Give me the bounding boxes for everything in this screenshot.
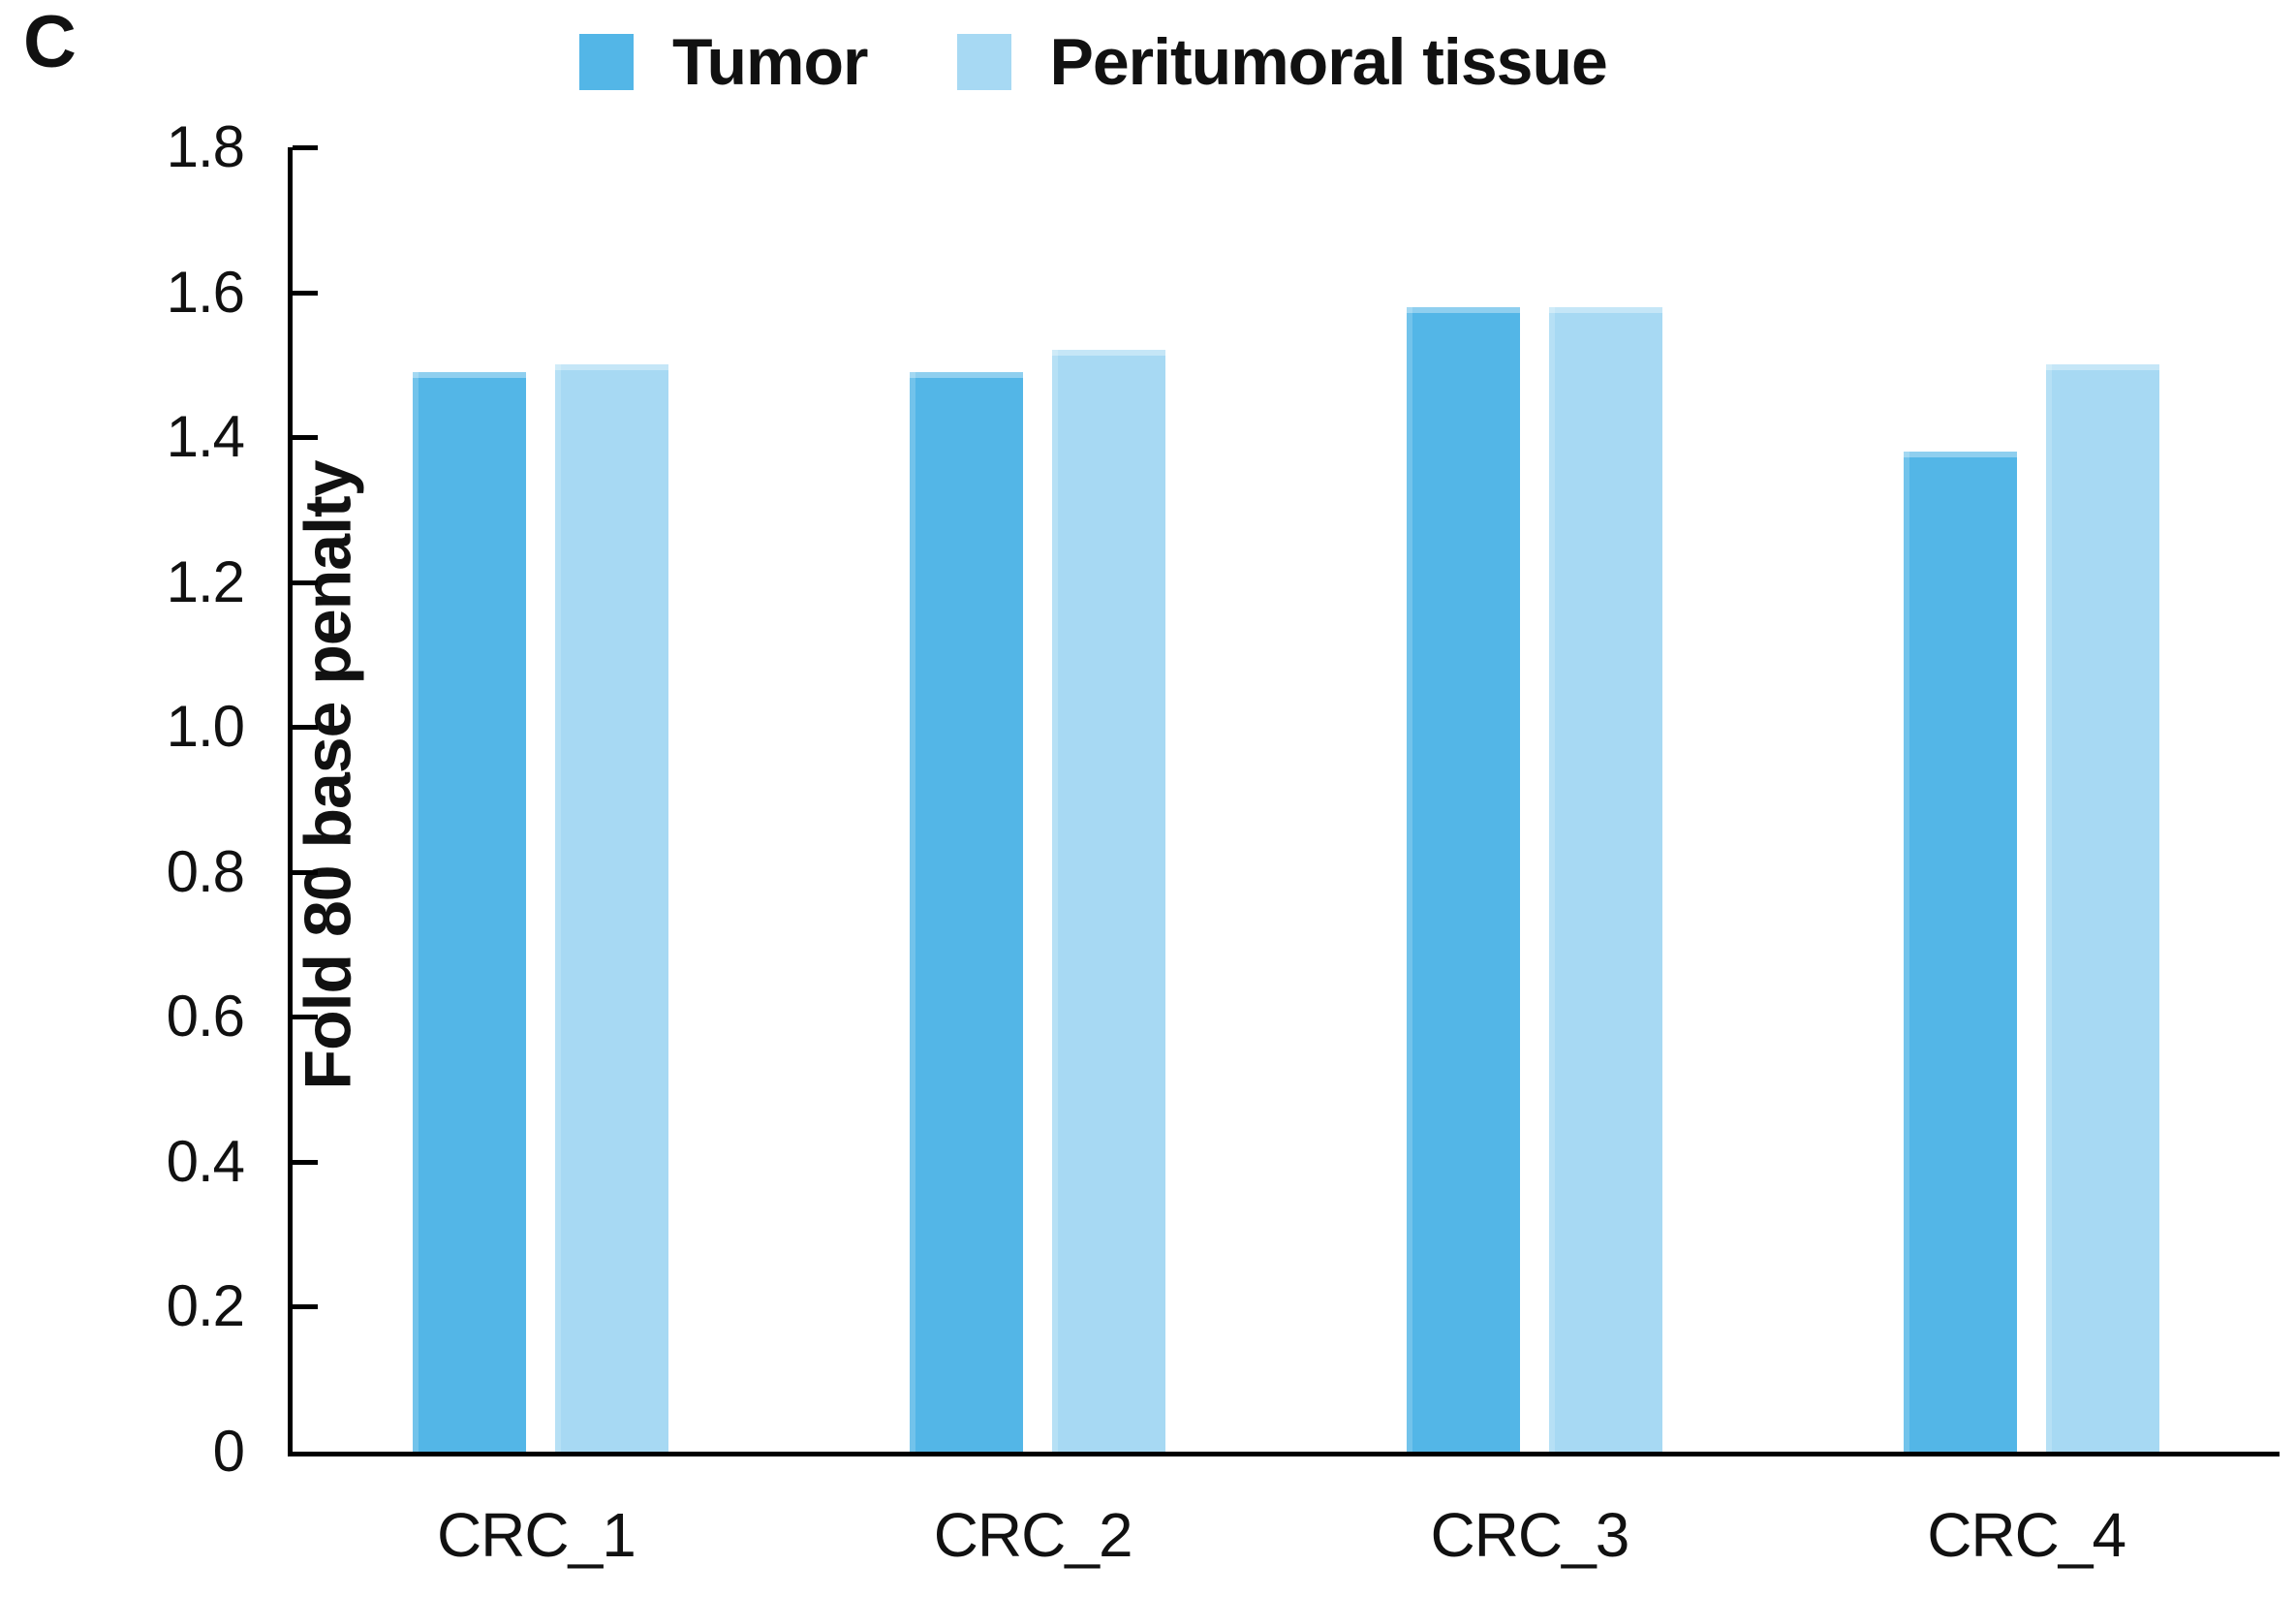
y-axis-tick-mark [293, 579, 318, 585]
legend-swatch-icon [956, 34, 1011, 90]
y-axis-tick-mark [293, 290, 318, 296]
y-axis-tick-mark [293, 435, 318, 441]
y-axis-tick-label: 0.4 [166, 1128, 245, 1194]
y-axis-tick-label: 0.6 [166, 984, 245, 1049]
y-axis-tick-label: 1.4 [166, 404, 245, 470]
bar-CRC_1-tumor [413, 371, 527, 1452]
x-axis-label-CRC_3: CRC_3 [1430, 1500, 1629, 1570]
bar-CRC_2-peritumoral [1052, 350, 1166, 1452]
y-axis-tick-label: 0.2 [166, 1273, 245, 1339]
y-axis-tick-mark [293, 145, 318, 150]
y-axis-tick-mark [293, 1159, 318, 1165]
bar-CRC_4-peritumoral [2045, 364, 2159, 1452]
bar-CRC_4-tumor [1903, 452, 2017, 1452]
plot-area [288, 145, 2280, 1456]
y-axis-tick-labels: 0 0.2 0.4 0.6 0.8 1.0 1.2 1.4 1.6 1.8 [0, 118, 245, 1481]
y-axis-tick-label: 0 [212, 1419, 245, 1484]
bar-CRC_1-peritumoral [555, 364, 669, 1452]
y-axis-tick-label: 1.8 [166, 114, 245, 179]
y-axis-tick-label: 1.6 [166, 259, 245, 325]
y-axis-tick-label: 1.0 [166, 694, 245, 760]
bar-CRC_2-tumor [910, 371, 1024, 1452]
bar-CRC_3-peritumoral [1548, 306, 1662, 1452]
legend: Tumor Peritumoral tissue [579, 25, 1608, 99]
legend-label: Peritumoral tissue [1049, 25, 1608, 99]
bar-CRC_3-tumor [1406, 306, 1520, 1452]
panel-label: C [23, 1, 77, 83]
legend-swatch-icon [579, 34, 634, 90]
x-axis-label-CRC_2: CRC_2 [933, 1500, 1133, 1570]
x-axis-label-CRC_1: CRC_1 [436, 1500, 636, 1570]
x-axis-label-CRC_4: CRC_4 [1927, 1500, 2126, 1570]
y-axis-tick-label: 0.8 [166, 838, 245, 904]
y-axis-tick-mark [293, 1015, 318, 1020]
y-axis-tick-mark [293, 1304, 318, 1310]
legend-item: Tumor [579, 29, 868, 95]
y-axis-tick-label: 1.2 [166, 548, 245, 614]
legend-label: Tumor [672, 25, 868, 99]
x-axis-labels: CRC_1 CRC_2 CRC_3 CRC_4 [288, 1504, 2275, 1591]
legend-item: Peritumoral tissue [956, 25, 1608, 99]
y-axis-tick-mark [293, 869, 318, 875]
y-axis-tick-mark [293, 725, 318, 731]
